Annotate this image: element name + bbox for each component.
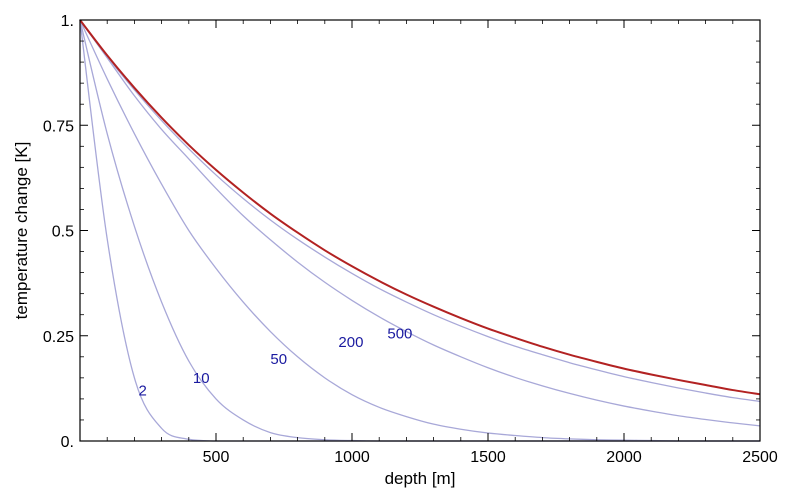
series-label-50: 50 [270, 351, 287, 368]
x-tick-label: 500 [203, 449, 230, 466]
y-tick-label: 0.75 [43, 118, 74, 135]
series-label-500: 500 [387, 326, 412, 343]
series-line-500 [79, 19, 761, 403]
x-tick-label: 1500 [470, 449, 506, 466]
x-axis-label: depth [m] [385, 469, 456, 488]
plot-frame [79, 19, 761, 442]
series-label-200: 200 [338, 334, 363, 351]
y-tick-label: 0.5 [52, 224, 74, 241]
y-tick-label: 1. [61, 13, 74, 30]
curves-layer [79, 19, 761, 442]
series-line-200 [79, 19, 761, 427]
series-line-reference [79, 19, 761, 396]
y-axis-label: temperature change [K] [12, 142, 31, 320]
y-axis-ticks: 0. 0.25 0.5 0.75 1. [43, 13, 760, 451]
series-label-10: 10 [193, 370, 210, 387]
y-tick-label: 0. [61, 434, 74, 451]
x-tick-label: 1000 [334, 449, 370, 466]
series-label-2: 2 [138, 382, 146, 399]
x-tick-label: 2500 [742, 449, 778, 466]
x-axis-ticks: 500 1000 1500 2000 2500 [106, 20, 778, 466]
series-line-50 [79, 19, 760, 442]
x-tick-label: 2000 [606, 449, 642, 466]
series-line-2 [79, 19, 760, 442]
y-tick-label: 0.25 [43, 329, 74, 346]
series-line-10 [79, 19, 760, 442]
curve-labels-layer: 2 10 50 200 500 [138, 326, 412, 400]
